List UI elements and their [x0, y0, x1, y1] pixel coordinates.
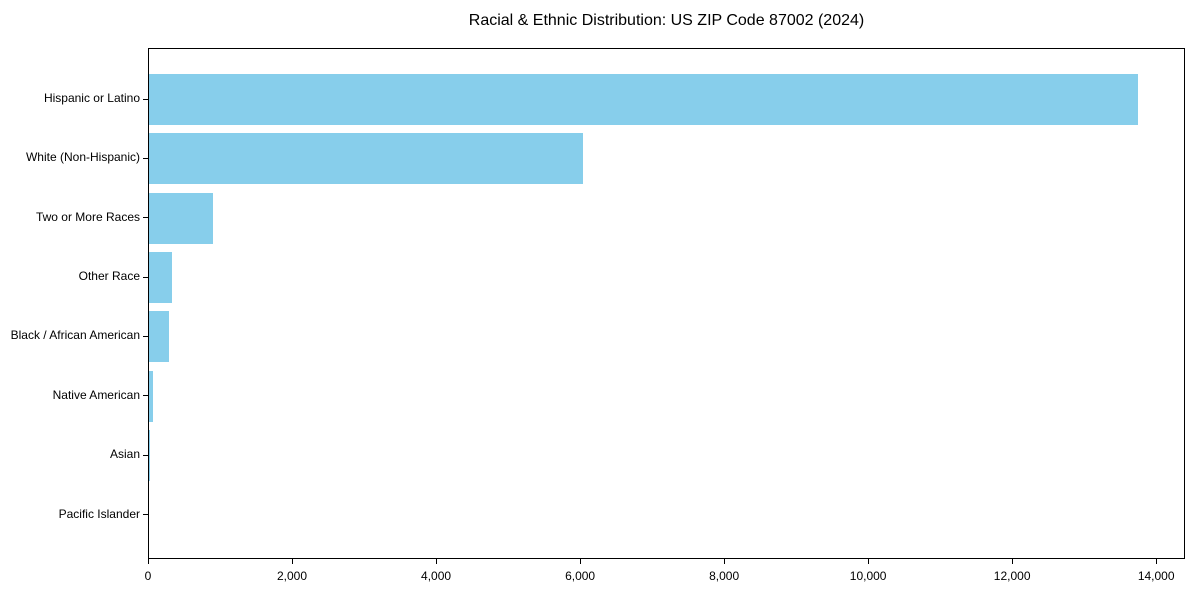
y-axis-tick: [143, 454, 148, 456]
x-tick-label-2-000: 2,000: [277, 569, 308, 583]
y-axis-tick: [143, 98, 148, 100]
y-axis-tick: [143, 217, 148, 219]
y-tick-label-native-american: Native American: [52, 387, 140, 402]
y-axis-tick: [143, 514, 148, 516]
bar-native-american: [149, 370, 153, 422]
bar-white-non-hispanic: [149, 133, 584, 185]
bar-hispanic-or-latino: [149, 74, 1138, 125]
chart-title: Racial & Ethnic Distribution: US ZIP Cod…: [468, 12, 865, 29]
y-tick-label-black-african-american: Black / African American: [10, 328, 140, 343]
x-tick-label-12-000: 12,000: [993, 569, 1031, 583]
y-tick-label-pacific-islander: Pacific Islander: [58, 506, 140, 521]
bar-black-african-american: [149, 311, 170, 363]
bar-two-or-more-races: [149, 192, 213, 244]
y-tick-label-hispanic-or-latino: Hispanic or Latino: [43, 91, 140, 105]
x-tick-label-14-000: 14,000: [1137, 569, 1175, 583]
y-tick-label-white-non-hispanic: White (Non-Hispanic): [25, 150, 140, 165]
y-axis-tick: [143, 335, 148, 337]
y-axis-tick: [143, 276, 148, 278]
x-tick-label-10-000: 10,000: [849, 569, 887, 583]
x-axis-tick: [1012, 559, 1014, 564]
x-tick-label-0: 0: [144, 569, 152, 583]
bar-other-race: [149, 252, 172, 304]
y-axis-tick: [143, 157, 148, 159]
y-axis-tick: [143, 395, 148, 397]
plot-area: [148, 48, 1185, 559]
y-tick-label-asian: Asian: [109, 447, 140, 462]
x-axis-tick: [436, 559, 438, 564]
x-axis-tick: [580, 559, 582, 564]
x-tick-label-4-000: 4,000: [421, 569, 452, 583]
x-tick-label-8-000: 8,000: [709, 569, 740, 583]
x-tick-label-6-000: 6,000: [565, 569, 596, 583]
bar-asian: [149, 430, 150, 482]
x-axis-tick: [724, 559, 726, 564]
x-axis-tick: [868, 559, 870, 564]
x-axis-tick: [148, 559, 149, 564]
y-tick-label-two-or-more-races: Two or More Races: [35, 209, 140, 224]
x-axis-tick: [1156, 559, 1158, 564]
y-tick-label-other-race: Other Race: [78, 269, 140, 284]
x-axis-tick: [292, 559, 294, 564]
